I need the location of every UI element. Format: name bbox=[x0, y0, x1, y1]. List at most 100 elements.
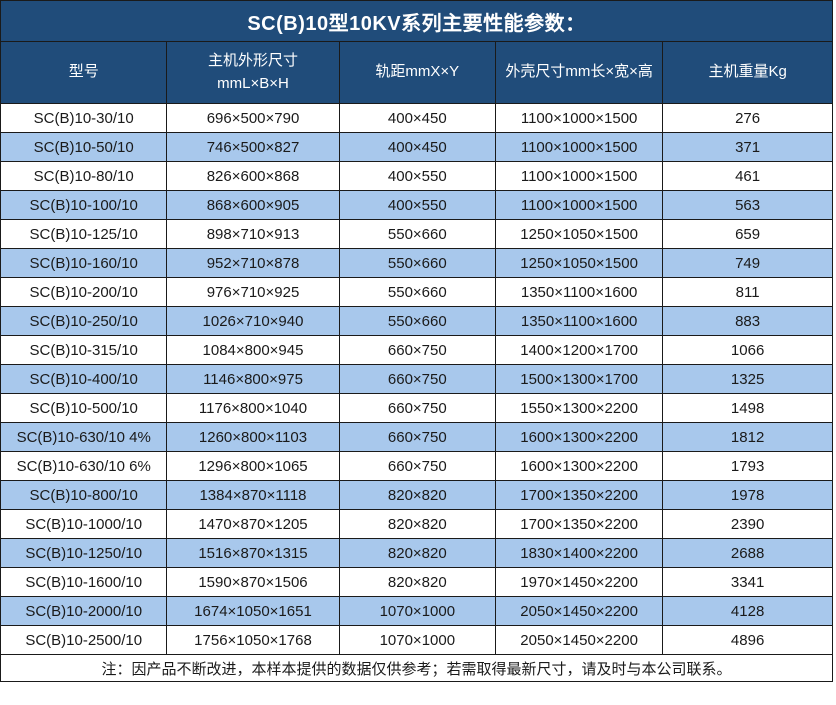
table-title: SC(B)10型10KV系列主要性能参数： bbox=[0, 0, 833, 42]
table-cell: 1350×1100×1600 bbox=[495, 306, 664, 336]
table-cell: SC(B)10-1250/10 bbox=[0, 538, 168, 568]
table-cell: 400×550 bbox=[338, 161, 497, 191]
table-cell: 1100×1000×1500 bbox=[495, 132, 664, 162]
table-cell: 1084×800×945 bbox=[166, 335, 340, 365]
col-header-model: 型号 bbox=[0, 41, 168, 104]
table-row: SC(B)10-1250/10 1516×870×1315 820×820 1830×… bbox=[0, 538, 833, 568]
col-header-enclosure-dimensions: 外壳尺寸mm长×宽×高 bbox=[495, 41, 664, 104]
table-cell: 1146×800×975 bbox=[166, 364, 340, 394]
table-cell: 1600×1300×2200 bbox=[495, 422, 664, 452]
table-cell: SC(B)10-160/10 bbox=[0, 248, 168, 278]
table-cell: 1600×1300×2200 bbox=[495, 451, 664, 481]
table-cell: 1250×1050×1500 bbox=[495, 219, 664, 249]
table-cell: SC(B)10-30/10 bbox=[0, 103, 168, 133]
table-cell: 1250×1050×1500 bbox=[495, 248, 664, 278]
table-cell: 820×820 bbox=[338, 509, 497, 539]
col-header-main-unit-weight: 主机重量Kg bbox=[662, 41, 833, 104]
table-cell: 1296×800×1065 bbox=[166, 451, 340, 481]
table-cell: SC(B)10-630/10 6% bbox=[0, 451, 168, 481]
table-cell: 2688 bbox=[662, 538, 833, 568]
footnote-text: 注：因产品不断改进，本样本提供的数据仅供参考；若需取得最新尺寸，请及时与本公司联… bbox=[0, 654, 833, 682]
table-cell: 1700×1350×2200 bbox=[495, 480, 664, 510]
table-cell: 2390 bbox=[662, 509, 833, 539]
table-body: SC(B)10-30/10 696×500×790 400×450 1100×1000… bbox=[0, 103, 833, 655]
table-cell: 1978 bbox=[662, 480, 833, 510]
table-cell: SC(B)10-80/10 bbox=[0, 161, 168, 191]
table-row: SC(B)10-630/10 4% 1260×800×1103 660×750 160… bbox=[0, 422, 833, 452]
table-cell: 4896 bbox=[662, 625, 833, 655]
table-row: SC(B)10-500/10 1176×800×1040 660×750 1550×1… bbox=[0, 393, 833, 423]
table-cell: 868×600×905 bbox=[166, 190, 340, 220]
table-cell: SC(B)10-500/10 bbox=[0, 393, 168, 423]
table-cell: 1100×1000×1500 bbox=[495, 161, 664, 191]
table-cell: 820×820 bbox=[338, 480, 497, 510]
table-cell: SC(B)10-200/10 bbox=[0, 277, 168, 307]
table-row: SC(B)10-160/10 952×710×878 550×660 1250×105… bbox=[0, 248, 833, 278]
table-cell: SC(B)10-100/10 bbox=[0, 190, 168, 220]
table-cell: SC(B)10-2500/10 bbox=[0, 625, 168, 655]
table-cell: 1350×1100×1600 bbox=[495, 277, 664, 307]
col-header-main-unit-dimensions: 主机外形尺寸 mmL×B×H bbox=[166, 41, 340, 104]
table-cell: 883 bbox=[662, 306, 833, 336]
table-cell: 400×450 bbox=[338, 132, 497, 162]
table-cell: 2050×1450×2200 bbox=[495, 596, 664, 626]
table-cell: 660×750 bbox=[338, 422, 497, 452]
table-cell: 1260×800×1103 bbox=[166, 422, 340, 452]
col-header-rail-gauge: 轨距mmX×Y bbox=[338, 41, 497, 104]
table-cell: 2050×1450×2200 bbox=[495, 625, 664, 655]
table-cell: 811 bbox=[662, 277, 833, 307]
table-row: SC(B)10-80/10 826×600×868 400×550 1100×1000… bbox=[0, 161, 833, 191]
table-cell: 1793 bbox=[662, 451, 833, 481]
spec-table: SC(B)10型10KV系列主要性能参数： 型号 主机外形尺寸 mmL×B×H … bbox=[0, 0, 833, 682]
table-cell: 1700×1350×2200 bbox=[495, 509, 664, 539]
table-row: SC(B)10-250/10 1026×710×940 550×660 1350×11… bbox=[0, 306, 833, 336]
table-row: SC(B)10-315/10 1084×800×945 660×750 1400×12… bbox=[0, 335, 833, 365]
table-row: SC(B)10-2000/10 1674×1050×1651 1070×1000 20… bbox=[0, 596, 833, 626]
table-cell: 952×710×878 bbox=[166, 248, 340, 278]
table-row: SC(B)10-125/10 898×710×913 550×660 1250×105… bbox=[0, 219, 833, 249]
table-cell: 1100×1000×1500 bbox=[495, 103, 664, 133]
table-cell: 461 bbox=[662, 161, 833, 191]
table-cell: SC(B)10-800/10 bbox=[0, 480, 168, 510]
table-cell: 550×660 bbox=[338, 306, 497, 336]
table-cell: 371 bbox=[662, 132, 833, 162]
table-row: SC(B)10-2500/10 1756×1050×1768 1070×1000 20… bbox=[0, 625, 833, 655]
table-cell: 696×500×790 bbox=[166, 103, 340, 133]
table-cell: 660×750 bbox=[338, 451, 497, 481]
table-cell: 660×750 bbox=[338, 364, 497, 394]
table-row: SC(B)10-100/10 868×600×905 400×550 1100×100… bbox=[0, 190, 833, 220]
table-cell: 1498 bbox=[662, 393, 833, 423]
table-row: SC(B)10-200/10 976×710×925 550×660 1350×110… bbox=[0, 277, 833, 307]
table-cell: SC(B)10-125/10 bbox=[0, 219, 168, 249]
table-cell: 1384×870×1118 bbox=[166, 480, 340, 510]
table-cell: 1970×1450×2200 bbox=[495, 567, 664, 597]
table-cell: 976×710×925 bbox=[166, 277, 340, 307]
table-cell: 550×660 bbox=[338, 219, 497, 249]
table-row: SC(B)10-1000/10 1470×870×1205 820×820 1700×… bbox=[0, 509, 833, 539]
table-cell: 1026×710×940 bbox=[166, 306, 340, 336]
column-header-row: 型号 主机外形尺寸 mmL×B×H 轨距mmX×Y 外壳尺寸mm长×宽×高 主机… bbox=[0, 41, 833, 104]
table-cell: SC(B)10-1000/10 bbox=[0, 509, 168, 539]
table-cell: 1325 bbox=[662, 364, 833, 394]
table-cell: 749 bbox=[662, 248, 833, 278]
table-cell: 1674×1050×1651 bbox=[166, 596, 340, 626]
table-cell: 1470×870×1205 bbox=[166, 509, 340, 539]
table-row: SC(B)10-50/10 746×500×827 400×450 1100×1000… bbox=[0, 132, 833, 162]
table-cell: 550×660 bbox=[338, 248, 497, 278]
table-cell: 1400×1200×1700 bbox=[495, 335, 664, 365]
title-row: SC(B)10型10KV系列主要性能参数： bbox=[0, 0, 833, 42]
table-cell: 563 bbox=[662, 190, 833, 220]
table-cell: 746×500×827 bbox=[166, 132, 340, 162]
table-row: SC(B)10-400/10 1146×800×975 660×750 1500×13… bbox=[0, 364, 833, 394]
table-cell: 820×820 bbox=[338, 567, 497, 597]
table-cell: 826×600×868 bbox=[166, 161, 340, 191]
table-cell: 1550×1300×2200 bbox=[495, 393, 664, 423]
table-cell: SC(B)10-2000/10 bbox=[0, 596, 168, 626]
table-cell: SC(B)10-630/10 4% bbox=[0, 422, 168, 452]
table-cell: 1066 bbox=[662, 335, 833, 365]
table-cell: 660×750 bbox=[338, 393, 497, 423]
table-cell: 1176×800×1040 bbox=[166, 393, 340, 423]
table-cell: 1756×1050×1768 bbox=[166, 625, 340, 655]
table-cell: 659 bbox=[662, 219, 833, 249]
